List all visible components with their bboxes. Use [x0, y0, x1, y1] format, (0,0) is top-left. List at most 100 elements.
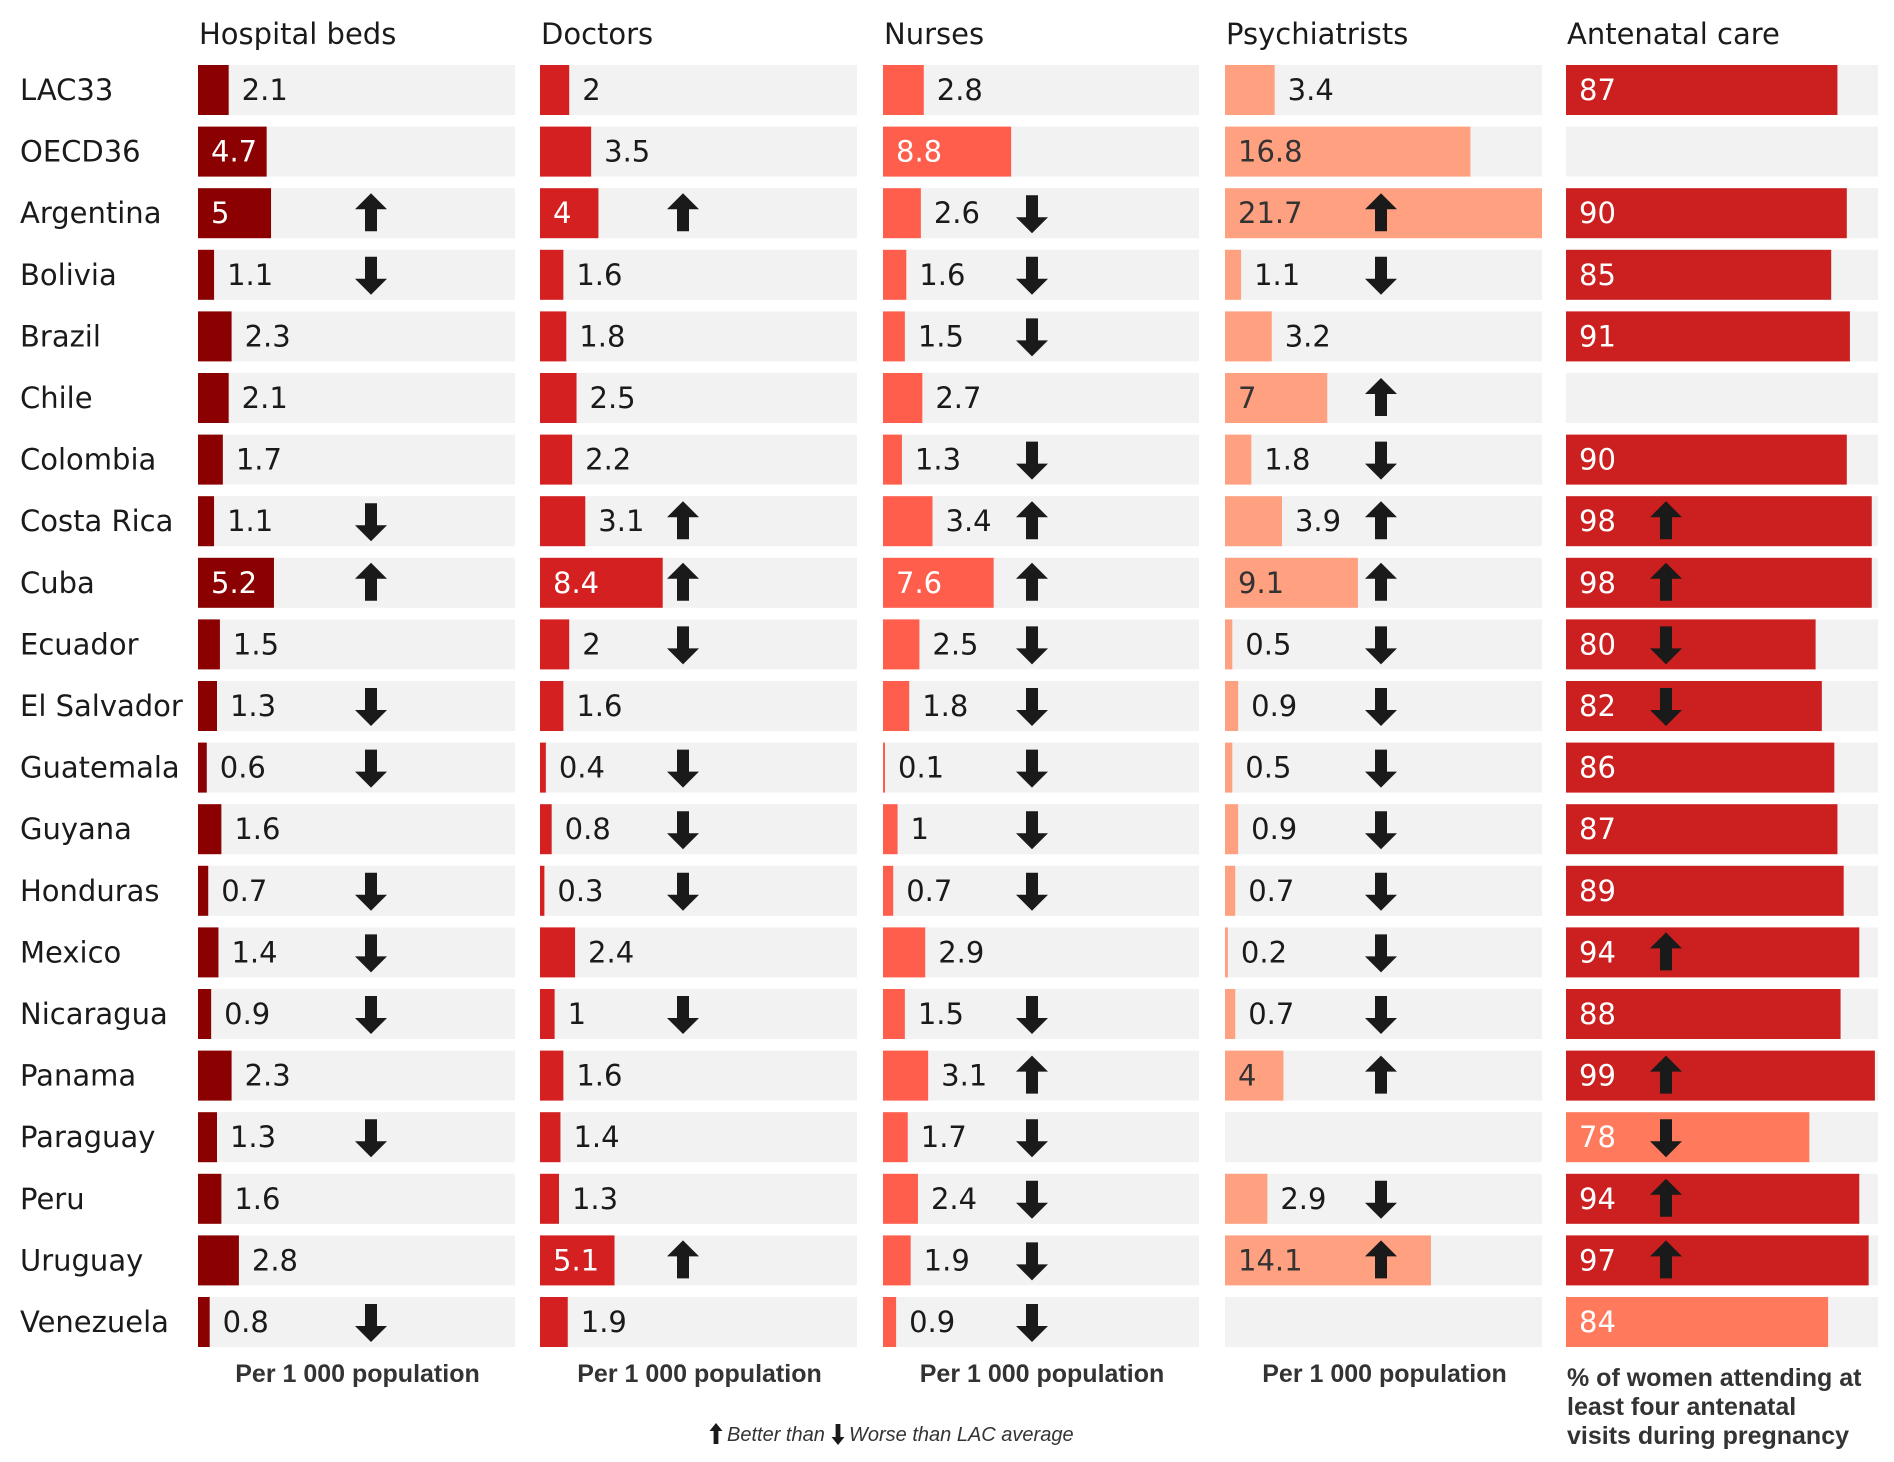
- country-label-panama: Panama: [20, 1059, 136, 1093]
- down-arrow-icon: [355, 503, 387, 542]
- bar-doctors-el-salvador: [540, 681, 564, 731]
- value-label-psychiatrists-argentina: 21.7: [1238, 196, 1303, 230]
- value-label-nurses-peru: 2.4: [931, 1182, 977, 1216]
- bar-antenatal-care-argentina: [1566, 188, 1847, 239]
- value-label-hospital-beds-guatemala: 0.6: [220, 751, 266, 785]
- value-label-antenatal-care-el-salvador: 82: [1579, 689, 1616, 723]
- row-background: [198, 434, 515, 485]
- bar-nurses-oecd36: [883, 126, 1012, 177]
- value-label-doctors-uruguay: 5.1: [553, 1243, 599, 1277]
- value-label-antenatal-care-honduras: 89: [1579, 874, 1616, 908]
- down-arrow-icon: [1365, 688, 1397, 726]
- value-label-doctors-guyana: 0.8: [565, 812, 611, 846]
- row-background: [883, 1235, 1199, 1286]
- bar-hospital-beds-el-salvador: [198, 681, 217, 731]
- panel-nurses: 2.8 8.8 2.6 1.6 1.5 2.7 1.3 3.47.6 2.5 1.8 0.1 1 0.7…: [883, 65, 1199, 1347]
- value-label-doctors-guatemala: 0.4: [559, 751, 605, 785]
- bar-hospital-beds-brazil: [198, 311, 232, 362]
- bar-hospital-beds-paraguay: [198, 1112, 217, 1163]
- value-label-doctors-mexico: 2.4: [588, 935, 634, 969]
- country-label-lac33: LAC33: [20, 73, 113, 107]
- value-label-psychiatrists-lac33: 3.4: [1288, 73, 1334, 107]
- value-label-doctors-venezuela: 1.9: [581, 1305, 627, 1339]
- row-background: [198, 1235, 515, 1286]
- row-background: [198, 989, 515, 1039]
- bar-antenatal-care-uruguay: [1566, 1235, 1869, 1286]
- country-label-chile: Chile: [20, 381, 93, 415]
- value-label-psychiatrists-colombia: 1.8: [1264, 443, 1310, 477]
- legend-down-arrow-icon: [831, 1424, 845, 1445]
- value-label-hospital-beds-oecd36: 4.7: [211, 135, 257, 169]
- bar-hospital-beds-argentina: [198, 188, 272, 239]
- bar-nurses-chile: [883, 373, 923, 423]
- value-label-antenatal-care-colombia: 90: [1579, 443, 1616, 477]
- down-arrow-icon: [355, 1304, 387, 1342]
- panel-title-hospital-beds: Hospital beds: [199, 17, 396, 51]
- down-arrow-icon: [1016, 1304, 1048, 1342]
- down-arrow-icon: [355, 872, 387, 911]
- country-label-honduras: Honduras: [20, 874, 160, 908]
- value-label-doctors-bolivia: 1.6: [576, 258, 622, 292]
- value-label-antenatal-care-ecuador: 80: [1579, 627, 1616, 661]
- country-label-guyana: Guyana: [20, 812, 132, 846]
- down-arrow-icon: [1016, 1180, 1048, 1219]
- value-label-doctors-lac33: 2: [582, 73, 600, 107]
- value-label-hospital-beds-lac33: 2.1: [242, 73, 288, 107]
- country-label-argentina: Argentina: [20, 196, 161, 230]
- bar-antenatal-care-costa-rica: [1566, 496, 1872, 547]
- bar-antenatal-care-guatemala: [1566, 742, 1835, 793]
- country-label-costa-rica: Costa Rica: [20, 504, 173, 538]
- row-background: [198, 65, 515, 115]
- row-background: [540, 1297, 857, 1347]
- panel-title-nurses: Nurses: [884, 17, 984, 51]
- value-label-nurses-guatemala: 0.1: [898, 751, 944, 785]
- bar-nurses-el-salvador: [883, 681, 910, 731]
- bar-nurses-honduras: [883, 865, 894, 916]
- down-arrow-icon: [667, 996, 699, 1034]
- row-background: [198, 1050, 515, 1101]
- bar-antenatal-care-bolivia: [1566, 249, 1832, 300]
- bar-psychiatrists-costa-rica: [1225, 496, 1282, 547]
- row-background: [198, 804, 515, 855]
- row-background: [198, 311, 515, 362]
- bar-psychiatrists-nicaragua: [1225, 989, 1236, 1039]
- value-label-nurses-paraguay: 1.7: [921, 1120, 967, 1154]
- bar-psychiatrists-chile: [1225, 373, 1328, 423]
- legend-up-arrow-icon: [709, 1423, 723, 1444]
- row-background: [198, 1173, 515, 1224]
- bar-psychiatrists-uruguay: [1225, 1235, 1431, 1286]
- value-label-antenatal-care-peru: 94: [1579, 1182, 1616, 1216]
- bar-nurses-lac33: [883, 65, 924, 115]
- value-label-doctors-nicaragua: 1: [568, 997, 586, 1031]
- row-background: [1225, 311, 1542, 362]
- row-background: [540, 681, 857, 731]
- legend: Better than Worse than LAC average: [709, 1423, 1074, 1446]
- value-label-doctors-oecd36: 3.5: [604, 135, 650, 169]
- bar-antenatal-care-nicaragua: [1566, 989, 1841, 1039]
- bar-doctors-chile: [540, 373, 577, 423]
- down-arrow-icon: [355, 934, 387, 973]
- row-background: [883, 681, 1199, 731]
- country-label-guatemala: Guatemala: [20, 751, 180, 785]
- panel-psychiatrists: 3.4 16.8 21.7 1.1 3.2 71.8 3.9 9.1 0.5 0.9 0.5 0.9 0…: [1225, 65, 1542, 1347]
- up-arrow-icon: [667, 562, 699, 601]
- bar-doctors-colombia: [540, 434, 573, 485]
- country-label-el-salvador: El Salvador: [20, 689, 183, 723]
- value-label-psychiatrists-uruguay: 14.1: [1238, 1243, 1303, 1277]
- down-arrow-icon: [1650, 688, 1682, 726]
- up-arrow-icon: [1016, 562, 1048, 601]
- down-arrow-icon: [355, 1119, 387, 1158]
- value-label-hospital-beds-nicaragua: 0.9: [224, 997, 270, 1031]
- value-label-doctors-costa-rica: 3.1: [598, 504, 644, 538]
- bar-hospital-beds-peru: [198, 1173, 222, 1224]
- row-background: [883, 496, 1199, 547]
- unit-label-hospital-beds: Per 1 000 population: [235, 1360, 480, 1388]
- value-label-hospital-beds-chile: 2.1: [242, 381, 288, 415]
- value-label-psychiatrists-costa-rica: 3.9: [1295, 504, 1341, 538]
- country-label-venezuela: Venezuela: [20, 1305, 169, 1339]
- value-label-antenatal-care-paraguay: 78: [1579, 1120, 1616, 1154]
- row-background: [540, 804, 857, 855]
- up-arrow-icon: [1650, 1055, 1682, 1094]
- bar-nurses-cuba: [883, 557, 994, 608]
